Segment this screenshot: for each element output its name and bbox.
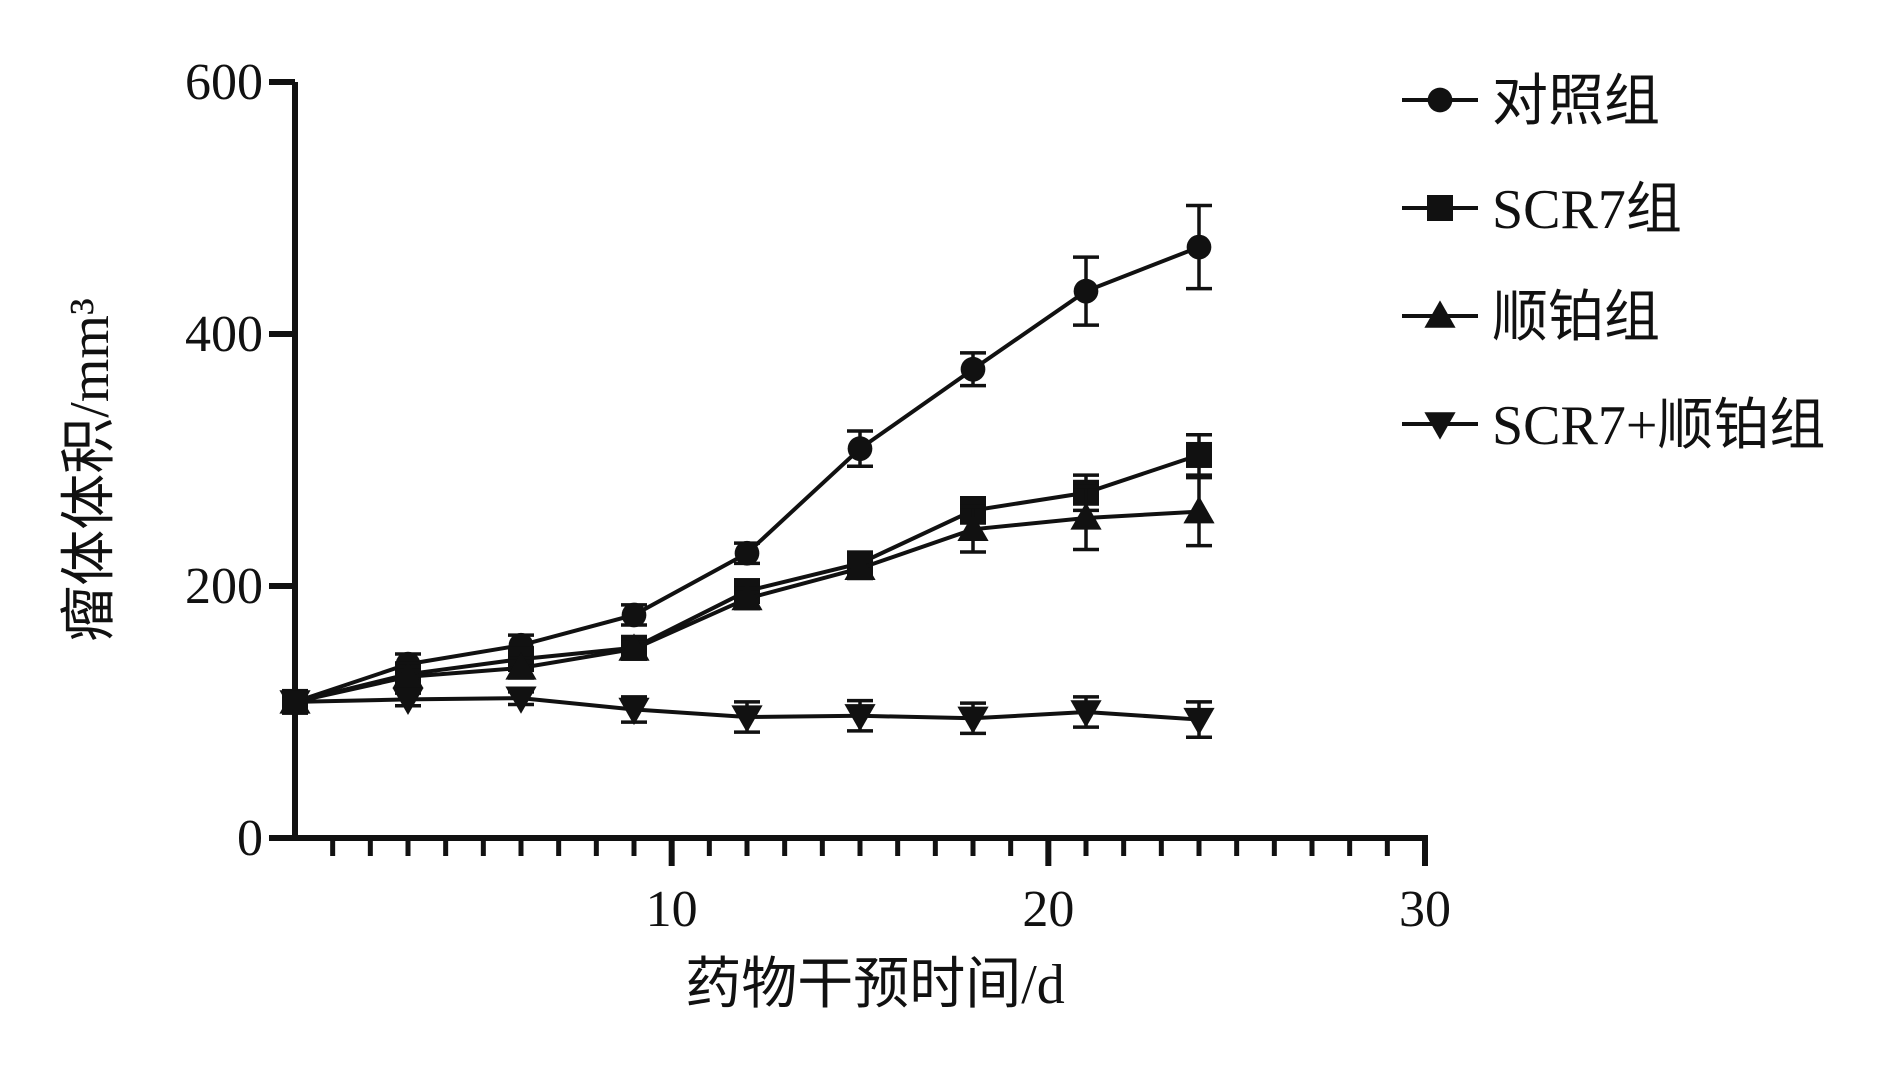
series-1-point — [960, 356, 986, 382]
series-3-point — [731, 583, 763, 611]
series-3-point — [957, 513, 989, 541]
series-1-point — [1186, 234, 1212, 260]
legend-item-4-marker — [1424, 412, 1456, 440]
y-tick-label: 600 — [185, 54, 263, 111]
x-axis-label: 药物干预时间/d — [685, 954, 1065, 1016]
series-4-point — [505, 686, 537, 714]
series-3-point — [505, 652, 537, 680]
y-tick-label: 400 — [185, 306, 263, 363]
series-1-point — [1073, 278, 1099, 304]
series-2-point — [1186, 441, 1212, 468]
x-tick-label: 10 — [646, 881, 698, 938]
series-4-point — [1070, 700, 1102, 728]
series-3-point — [618, 633, 650, 661]
series-1-point — [734, 540, 760, 566]
series-4-point — [957, 706, 989, 734]
series-3-point — [1183, 496, 1215, 524]
x-tick-label: 20 — [1022, 881, 1074, 938]
x-tick-label: 30 — [1399, 881, 1451, 938]
legend-item-1-marker — [1427, 87, 1453, 113]
legend-item-1-label: 对照组 — [1492, 71, 1660, 133]
series-1-point — [621, 602, 647, 628]
series-4-point — [618, 697, 650, 726]
y-tick-label: 200 — [185, 558, 263, 615]
y-tick-label: 0 — [237, 810, 263, 867]
series-3-point — [392, 661, 424, 689]
legend-item-4-label: SCR7+顺铂组 — [1492, 395, 1825, 457]
series-4-point — [731, 705, 763, 733]
legend-item-3-label: 顺铂组 — [1492, 287, 1660, 349]
series-3-point — [844, 552, 876, 581]
legend-item-2-marker — [1427, 195, 1453, 221]
series-4-point — [1183, 707, 1215, 736]
legend-item-3-marker — [1424, 300, 1456, 328]
series-4-point — [279, 690, 311, 718]
series-3-point — [1070, 502, 1102, 530]
series-1-line — [294, 245, 1200, 704]
legend-item-2-label: SCR7组 — [1492, 179, 1682, 241]
series-4-point — [844, 704, 876, 732]
y-axis-label: 瘤体体积/mm³ — [59, 298, 121, 641]
series-1-point — [847, 436, 873, 462]
series-4-point — [392, 687, 424, 715]
